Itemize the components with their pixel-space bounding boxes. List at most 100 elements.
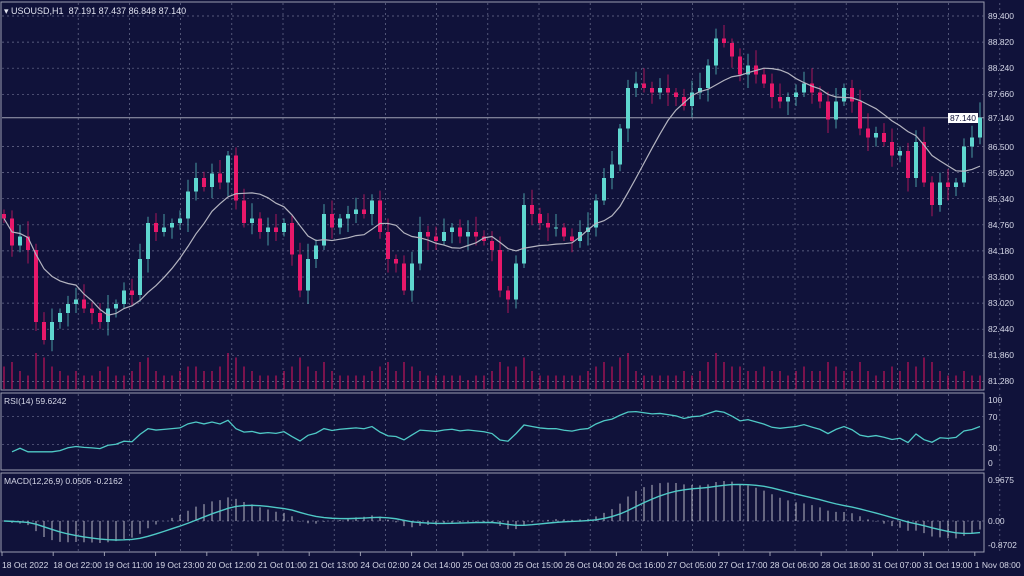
bull-candle [466, 232, 470, 237]
x-tick-label: 28 Oct 18:00 [821, 560, 870, 570]
bull-candle [410, 263, 414, 291]
bear-candle [682, 97, 686, 106]
rsi-panel-frame [0, 392, 985, 471]
bull-candle [554, 227, 558, 229]
bull-candle [418, 232, 422, 264]
bull-candle [610, 164, 614, 178]
bull-candle [978, 117, 982, 138]
x-tick-label: 26 Oct 16:00 [616, 560, 666, 570]
bull-candle [522, 205, 526, 264]
price-tick-label: 83.600 [988, 272, 1014, 282]
bear-candle [258, 218, 262, 232]
bull-candle [114, 304, 118, 309]
dropdown-triangle-icon[interactable]: ▾ [4, 6, 9, 16]
bear-candle [330, 214, 334, 228]
bull-candle [18, 236, 22, 246]
rsi-tick-label: 100 [988, 395, 1003, 405]
bull-candle [162, 227, 166, 232]
bull-candle [962, 146, 966, 183]
x-tick-label: 20 Oct 12:00 [206, 560, 256, 570]
bear-candle [202, 178, 206, 187]
bear-candle [82, 299, 86, 309]
bear-candle [906, 151, 910, 178]
symbol-label: USOUSD,H1 [11, 6, 64, 16]
price-tick-label: 88.820 [988, 37, 1014, 48]
bull-candle [58, 313, 62, 322]
bull-candle [658, 88, 662, 93]
bear-candle [858, 101, 862, 129]
bear-candle [42, 322, 46, 340]
price-tick-label: 87.660 [988, 89, 1014, 100]
bear-candle [426, 232, 430, 237]
bear-candle [866, 128, 870, 138]
bear-candle [642, 83, 646, 88]
x-tick-label: 25 Oct 15:00 [514, 560, 563, 570]
bear-candle [26, 236, 30, 250]
price-tick-label: 88.240 [988, 63, 1014, 74]
bear-candle [882, 133, 886, 142]
bear-candle [98, 313, 102, 322]
bear-candle [810, 83, 814, 93]
bear-candle [722, 38, 726, 43]
x-tick-label: 18 Oct 22:00 [53, 560, 102, 570]
x-tick-label: 26 Oct 04:00 [565, 560, 614, 570]
bear-candle [394, 259, 398, 264]
bull-candle [226, 155, 230, 183]
bear-candle [778, 97, 782, 102]
bull-candle [370, 200, 374, 214]
bear-candle [2, 214, 6, 219]
x-tick-label: 1 Nov 08:00 [974, 560, 1021, 570]
bull-candle [842, 88, 846, 102]
bull-candle [282, 223, 286, 232]
x-tick-label: 24 Oct 02:00 [360, 560, 410, 570]
bear-candle [386, 232, 390, 259]
bull-candle [314, 245, 318, 259]
bull-candle [914, 142, 918, 178]
bear-candle [90, 308, 94, 313]
bull-candle [186, 191, 190, 219]
macd-panel-frame [0, 472, 985, 553]
bear-candle [674, 92, 678, 97]
price-tick-label: 82.440 [988, 324, 1014, 335]
bear-candle [850, 88, 854, 102]
bull-candle [338, 218, 342, 228]
bull-candle [594, 200, 598, 228]
x-tick-label: 24 Oct 14:00 [411, 560, 461, 570]
bull-candle [794, 92, 798, 97]
price-tick-label: 87.140 [988, 112, 1014, 123]
bull-candle [698, 88, 702, 93]
bear-candle [482, 236, 486, 241]
x-tick-label: 27 Oct 05:00 [667, 560, 717, 570]
bear-candle [562, 227, 566, 237]
x-tick-label: 19 Oct 23:00 [155, 560, 205, 570]
bull-candle [74, 299, 78, 304]
price-tick-label: 85.340 [988, 193, 1014, 204]
price-tick-label: 86.500 [988, 141, 1014, 152]
bull-candle [626, 88, 630, 129]
bear-candle [666, 88, 670, 93]
x-tick-label: 28 Oct 06:00 [770, 560, 819, 570]
bear-candle [530, 205, 534, 214]
bear-candle [770, 83, 774, 97]
x-tick-label: 25 Oct 03:00 [462, 560, 512, 570]
bull-candle [690, 92, 694, 106]
price-tick-label: 85.920 [988, 167, 1014, 178]
bear-candle [538, 214, 542, 223]
bull-candle [210, 173, 214, 187]
bull-candle [514, 263, 518, 300]
current-price-label: 87.140 [948, 113, 978, 123]
bear-candle [498, 250, 502, 291]
bull-candle [834, 101, 838, 120]
bear-candle [818, 92, 822, 102]
main-panel-frame [0, 1, 985, 391]
x-tick-label: 27 Oct 17:00 [718, 560, 768, 570]
bear-candle [130, 290, 134, 295]
macd-tick-label: 0.9675 [988, 475, 1014, 485]
bull-candle [442, 232, 446, 241]
bull-candle [874, 133, 878, 138]
bull-candle [970, 137, 974, 147]
bull-candle [138, 259, 142, 295]
bear-candle [946, 182, 950, 187]
bull-candle [706, 65, 710, 88]
